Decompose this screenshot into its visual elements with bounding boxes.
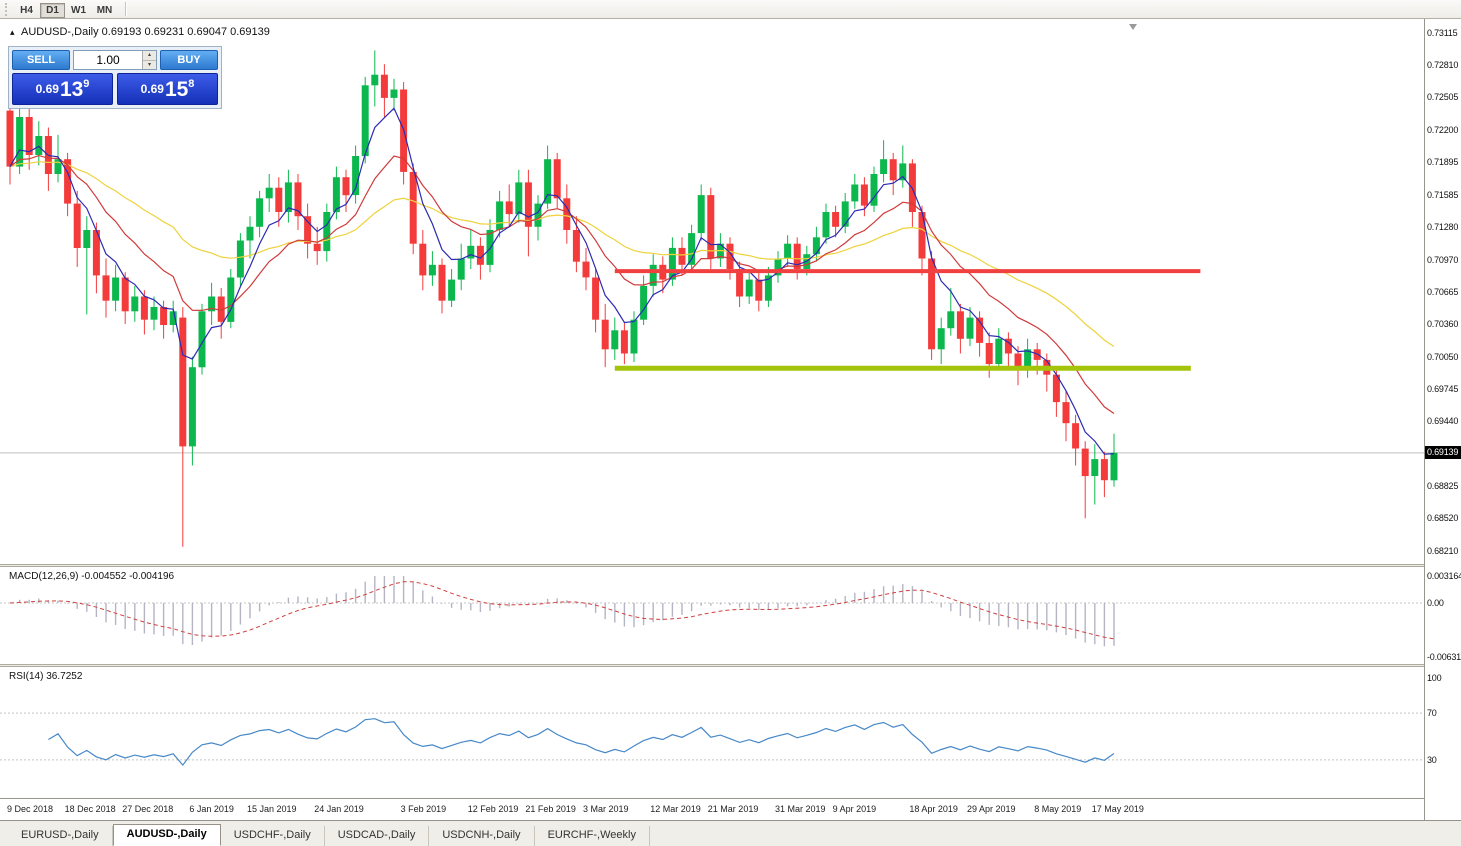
candles-layer bbox=[6, 50, 1118, 547]
chart-tab-eurchf-weekly[interactable]: EURCHF-,Weekly bbox=[535, 826, 650, 846]
rsi-tick-label: 70 bbox=[1427, 708, 1437, 719]
macd-tick-label: 0.00 bbox=[1427, 598, 1444, 609]
price-tick-label: 0.72505 bbox=[1427, 92, 1459, 103]
rsi-tick-label: 30 bbox=[1427, 754, 1437, 765]
time-tick-label: 6 Jan 2019 bbox=[189, 804, 234, 814]
ma-34-line bbox=[9, 161, 1115, 347]
chart-tab-usdcnh-daily[interactable]: USDCNH-,Daily bbox=[429, 826, 535, 846]
time-tick-label: 21 Mar 2019 bbox=[707, 804, 759, 814]
rsi-tick-label: 100 bbox=[1427, 673, 1442, 683]
time-tick-label: 9 Apr 2019 bbox=[832, 804, 877, 814]
price-tick-label: 0.70970 bbox=[1427, 254, 1459, 265]
macd-tick-label: -0.006317 bbox=[1427, 652, 1461, 662]
sell-price-point: 9 bbox=[83, 78, 90, 90]
rsi-line bbox=[48, 718, 1115, 767]
toolbar-grip-handle[interactable] bbox=[5, 2, 9, 16]
time-tick-label: 15 Jan 2019 bbox=[247, 804, 297, 814]
moving-average-lines bbox=[9, 107, 1115, 455]
current-price-badge: 0.69139 bbox=[1425, 446, 1461, 460]
price-tick-label: 0.70665 bbox=[1427, 286, 1459, 297]
timeframe-button-mn[interactable]: MN bbox=[92, 3, 117, 18]
macd-panel-canvas[interactable] bbox=[0, 567, 1424, 664]
time-axis[interactable]: 9 Dec 2018 18 Dec 2018 27 Dec 2018 6 Jan 20… bbox=[0, 798, 1424, 820]
time-tick-label: 18 Apr 2019 bbox=[909, 804, 958, 814]
sell-price-prefix: 0.69 bbox=[35, 82, 59, 96]
macd-label: MACD(12,26,9) -0.004552 -0.004196 bbox=[9, 571, 175, 582]
volume-down-button[interactable]: ▾ bbox=[143, 60, 156, 69]
time-tick-label: 24 Jan 2019 bbox=[314, 804, 364, 814]
time-tick-label: 12 Mar 2019 bbox=[650, 804, 701, 814]
timeframe-button-d1[interactable]: D1 bbox=[40, 3, 65, 18]
price-tick-label: 0.71585 bbox=[1427, 189, 1459, 200]
macd-signal-line bbox=[9, 581, 1115, 640]
time-tick-label: 3 Mar 2019 bbox=[583, 804, 629, 814]
price-tick-label: 0.72810 bbox=[1427, 60, 1459, 71]
rsi-label: RSI(14) 36.7252 bbox=[9, 671, 83, 682]
time-tick-label: 8 May 2019 bbox=[1034, 804, 1082, 814]
panel-splitter[interactable] bbox=[0, 564, 1424, 567]
timeframe-button-w1[interactable]: W1 bbox=[66, 3, 91, 18]
chart-tab-eurusd-daily[interactable]: EURUSD-,Daily bbox=[8, 826, 113, 846]
price-tick-label: 0.70050 bbox=[1427, 351, 1459, 362]
price-tick-label: 0.69440 bbox=[1427, 416, 1459, 427]
price-tick-label: 0.69745 bbox=[1427, 383, 1459, 394]
chart-tab-usdchf-daily[interactable]: USDCHF-,Daily bbox=[221, 826, 325, 846]
timeframe-buttons: H4 D1 W1 MN bbox=[14, 0, 118, 18]
main-chart-canvas[interactable] bbox=[0, 19, 1424, 564]
volume-up-button[interactable]: ▴ bbox=[143, 51, 156, 61]
sell-price-pips: 13 bbox=[59, 77, 84, 101]
buy-price-pips: 15 bbox=[164, 77, 189, 101]
sell-button[interactable]: SELL bbox=[12, 50, 70, 70]
price-tick-label: 0.71280 bbox=[1427, 221, 1459, 232]
price-tick-label: 0.70360 bbox=[1427, 318, 1459, 329]
chart-title: ▴ AUDUSD-,Daily 0.69193 0.69231 0.69047 … bbox=[10, 26, 270, 38]
volume-value[interactable]: 1.00 bbox=[96, 53, 120, 67]
oneclick-toggle-icon[interactable]: ▴ bbox=[10, 27, 15, 37]
time-tick-label: 27 Dec 2018 bbox=[122, 804, 174, 814]
chart-tab-audusd-daily[interactable]: AUDUSD-,Daily bbox=[112, 824, 221, 846]
price-tick-label: 0.68825 bbox=[1427, 481, 1459, 492]
chart-title-text: AUDUSD-,Daily 0.69193 0.69231 0.69047 0.… bbox=[20, 26, 270, 38]
time-tick-label: 3 Feb 2019 bbox=[400, 804, 447, 814]
price-tick-label: 0.68210 bbox=[1427, 546, 1459, 556]
ma-5-line bbox=[9, 107, 1115, 455]
buy-price-point: 8 bbox=[188, 78, 195, 90]
price-tick-label: 0.71895 bbox=[1427, 156, 1459, 167]
time-tick-label: 17 May 2019 bbox=[1091, 804, 1144, 814]
chart-shift-marker-icon[interactable] bbox=[1129, 24, 1137, 30]
time-tick-label: 18 Dec 2018 bbox=[64, 804, 116, 814]
buy-price-display[interactable]: 0.69 15 8 bbox=[117, 73, 218, 105]
price-tick-label: 0.72200 bbox=[1427, 124, 1459, 135]
time-tick-label: 9 Dec 2018 bbox=[7, 804, 54, 814]
buy-price-prefix: 0.69 bbox=[140, 82, 164, 96]
chart-window: ▴ AUDUSD-,Daily 0.69193 0.69231 0.69047 … bbox=[0, 19, 1461, 820]
price-axis[interactable]: 0.73115 0.72810 0.72505 0.72200 0.71895 0.715… bbox=[1424, 19, 1461, 820]
macd-histogram bbox=[9, 576, 1115, 647]
time-tick-label: 31 Mar 2019 bbox=[775, 804, 826, 814]
sell-price-display[interactable]: 0.69 13 9 bbox=[12, 73, 113, 105]
price-tick-label: 0.73115 bbox=[1427, 28, 1458, 38]
volume-field[interactable]: 1.00 ▴ ▾ bbox=[73, 50, 157, 70]
chart-tabs: EURUSD-,Daily AUDUSD-,Daily USDCHF-,Daily U… bbox=[0, 820, 1461, 846]
ma-13-line bbox=[9, 154, 1115, 414]
buy-button[interactable]: BUY bbox=[160, 50, 218, 70]
price-tick-label: 0.68520 bbox=[1427, 513, 1459, 524]
time-tick-label: 12 Feb 2019 bbox=[467, 804, 519, 814]
timeframe-button-h4[interactable]: H4 bbox=[14, 3, 39, 18]
panel-splitter[interactable] bbox=[0, 664, 1424, 667]
time-tick-label: 21 Feb 2019 bbox=[525, 804, 576, 814]
time-tick-label: 29 Apr 2019 bbox=[967, 804, 1016, 814]
toolbar-separator bbox=[125, 2, 127, 16]
chart-tab-usdcad-daily[interactable]: USDCAD-,Daily bbox=[325, 826, 430, 846]
rsi-panel-canvas[interactable] bbox=[0, 667, 1424, 798]
timeframe-toolbar: H4 D1 W1 MN bbox=[0, 0, 1461, 19]
one-click-trading-panel: SELL 1.00 ▴ ▾ BUY 0.69 13 9 0.69 bbox=[8, 46, 222, 109]
macd-tick-label: 0.003164 bbox=[1427, 571, 1461, 581]
volume-spinner: ▴ ▾ bbox=[142, 51, 156, 69]
